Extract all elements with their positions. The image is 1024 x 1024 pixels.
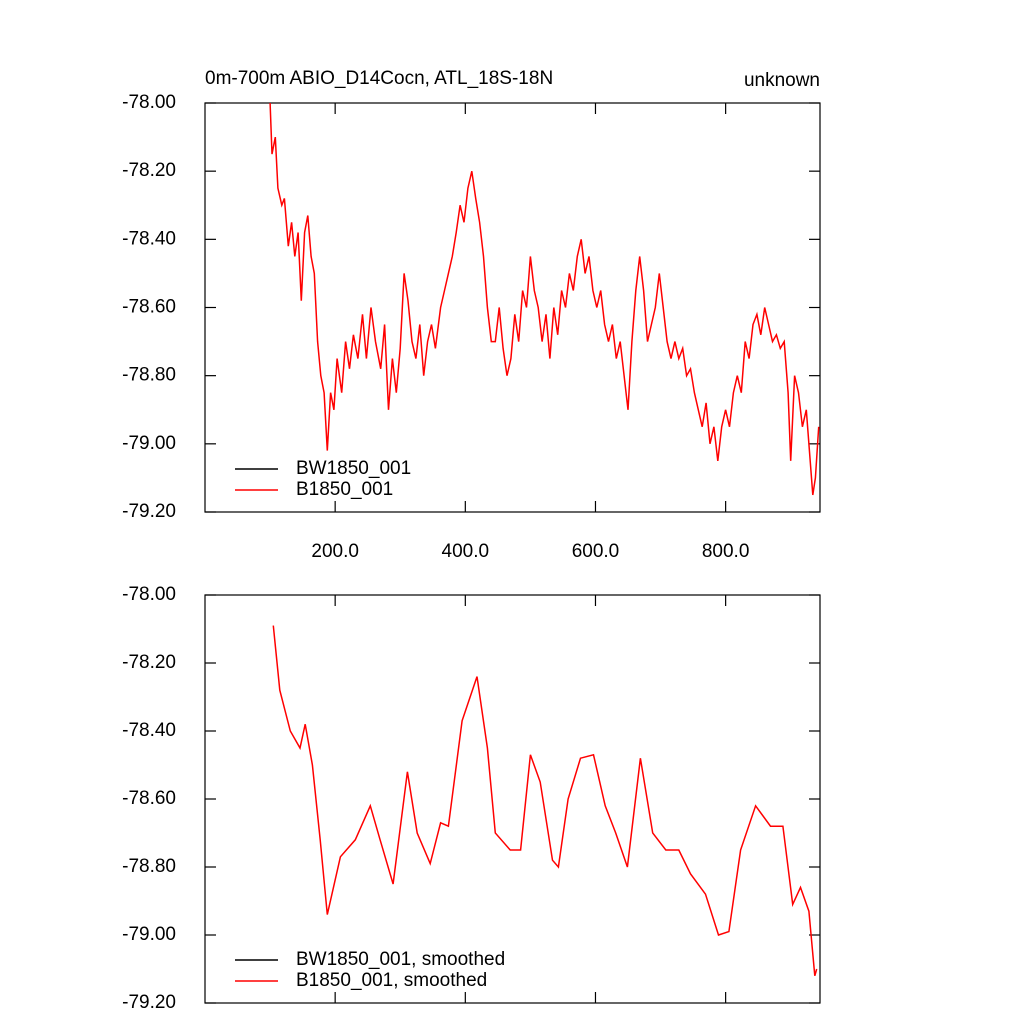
legend-label: B1850_001 <box>296 479 393 500</box>
y-tick-label: -79.20 <box>122 992 176 1013</box>
y-tick-label: -78.40 <box>122 228 176 249</box>
y-tick-label: -78.00 <box>122 92 176 113</box>
chart-right-title: unknown <box>744 70 820 91</box>
y-tick-label: -79.00 <box>122 924 176 945</box>
y-tick-label: -78.80 <box>122 856 176 877</box>
data-line <box>269 102 820 496</box>
y-tick-label: -78.20 <box>122 160 176 181</box>
y-tick-label: -78.40 <box>122 720 176 741</box>
x-tick-label: 600.0 <box>572 541 620 562</box>
y-tick-label: -79.00 <box>122 433 176 454</box>
legend-label: BW1850_001 <box>296 458 411 479</box>
legend-label: B1850_001, smoothed <box>296 970 487 991</box>
plot-frame <box>204 594 821 1004</box>
y-tick-label: -78.60 <box>122 297 176 318</box>
x-tick-label: 400.0 <box>442 541 490 562</box>
plot-frame <box>204 102 821 513</box>
x-tick-label: 800.0 <box>702 541 750 562</box>
y-tick-label: -79.20 <box>122 501 176 522</box>
x-tick-label: 200.0 <box>311 541 359 562</box>
y-tick-label: -78.00 <box>122 584 176 605</box>
y-tick-label: -78.80 <box>122 365 176 386</box>
data-line <box>272 625 818 977</box>
y-tick-label: -78.60 <box>122 788 176 809</box>
y-tick-label: -78.20 <box>122 652 176 673</box>
chart-title: 0m-700m ABIO_D14Cocn, ATL_18S-18N <box>205 68 553 89</box>
legend-label: BW1850_001, smoothed <box>296 949 505 970</box>
